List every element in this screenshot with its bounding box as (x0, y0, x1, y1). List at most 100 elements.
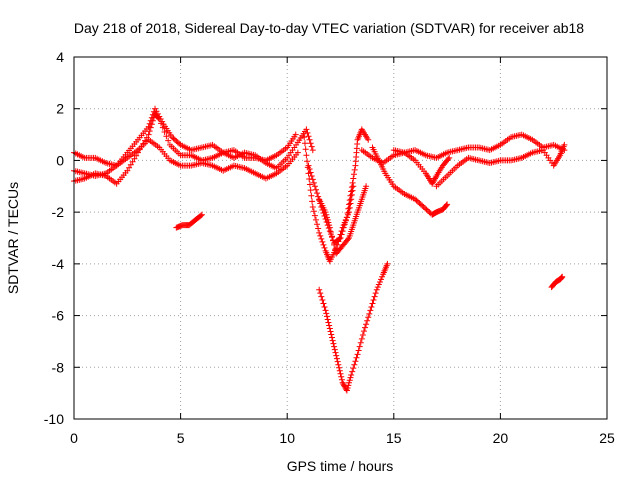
data-point (384, 260, 391, 267)
data-point (559, 273, 566, 280)
y-tick-label: -6 (52, 308, 65, 324)
data-point (344, 236, 351, 243)
data-point (326, 325, 333, 332)
data-point (353, 354, 360, 361)
data-point (363, 183, 370, 190)
data-point (431, 176, 438, 183)
data-point (336, 364, 343, 371)
data-point (326, 224, 333, 231)
data-point (357, 339, 364, 346)
data-point (355, 347, 362, 354)
data-point (343, 214, 350, 221)
data-point (138, 143, 145, 150)
data-point (444, 201, 451, 208)
data-point (323, 313, 330, 320)
data-point (163, 133, 170, 140)
data-point (352, 358, 359, 365)
data-point (346, 209, 353, 216)
data-point (359, 331, 366, 338)
data-point (419, 202, 426, 209)
data-point (417, 201, 424, 208)
x-tick-label: 25 (599, 430, 615, 446)
data-point (327, 328, 334, 335)
x-axis-title: GPS time / hours (287, 458, 394, 474)
data-point (326, 222, 333, 229)
data-point (330, 340, 337, 347)
data-point (423, 206, 430, 213)
data-point (308, 143, 315, 150)
data-point (342, 217, 349, 224)
data-point (429, 179, 436, 186)
data-point (331, 241, 338, 248)
data-point (326, 322, 333, 329)
data-point (354, 351, 361, 358)
data-point (161, 128, 168, 135)
data-point (365, 136, 372, 143)
data-point (338, 373, 345, 380)
data-point (198, 211, 205, 218)
x-tick-label: 5 (177, 430, 185, 446)
data-point (351, 361, 358, 368)
data-point (323, 310, 330, 317)
data-point (124, 167, 131, 174)
data-point (432, 175, 439, 182)
data-point (351, 166, 358, 173)
data-point (305, 162, 312, 169)
data-point (374, 284, 381, 291)
data-point (348, 184, 355, 191)
data-point (375, 281, 382, 288)
data-point (340, 381, 347, 388)
data-point (350, 183, 357, 190)
data-point (424, 207, 431, 214)
data-point (338, 376, 345, 383)
data-point (307, 187, 314, 194)
data-point (347, 200, 354, 207)
x-tick-label: 0 (70, 430, 78, 446)
x-tick-label: 20 (493, 430, 509, 446)
data-point (143, 134, 150, 141)
data-point (197, 212, 204, 219)
data-point (335, 361, 342, 368)
data-point (323, 214, 330, 221)
data-point (302, 146, 309, 153)
data-point (345, 205, 352, 212)
y-tick-label: -2 (52, 204, 65, 220)
data-point (155, 115, 162, 122)
data-point (310, 208, 317, 215)
data-point (314, 221, 321, 228)
data-point (317, 232, 324, 239)
data-point (347, 374, 354, 381)
y-tick-label: 4 (56, 49, 64, 65)
series-trace-i (390, 131, 568, 161)
data-point (319, 238, 326, 245)
data-point (350, 365, 357, 372)
data-point (446, 154, 453, 161)
data-point (373, 286, 380, 293)
series-trace-c (71, 110, 299, 187)
data-point (156, 116, 163, 123)
axis-ticks: 0 5 10 15 20 25 -10 -8 -6 -4 -2 0 2 4 (44, 49, 615, 446)
data-point (309, 203, 316, 210)
data-point (346, 204, 353, 211)
data-point (348, 191, 355, 198)
data-point (346, 201, 353, 208)
chart-title: Day 218 of 2018, Sidereal Day-to-day VTE… (74, 20, 584, 36)
data-point (170, 135, 177, 142)
data-point (307, 169, 314, 176)
data-point (370, 297, 377, 304)
data-point (340, 224, 347, 231)
data-point (305, 133, 312, 140)
data-point (343, 387, 350, 394)
y-tick-label: -10 (44, 411, 64, 427)
data-point (330, 237, 337, 244)
data-point (310, 179, 317, 186)
series-trace-f (316, 183, 370, 257)
data-point (314, 190, 321, 197)
data-point (445, 156, 452, 163)
data-point (316, 229, 323, 236)
series-trace-d (301, 134, 357, 265)
data-point (348, 188, 355, 195)
data-point (328, 334, 335, 341)
data-point (329, 337, 336, 344)
